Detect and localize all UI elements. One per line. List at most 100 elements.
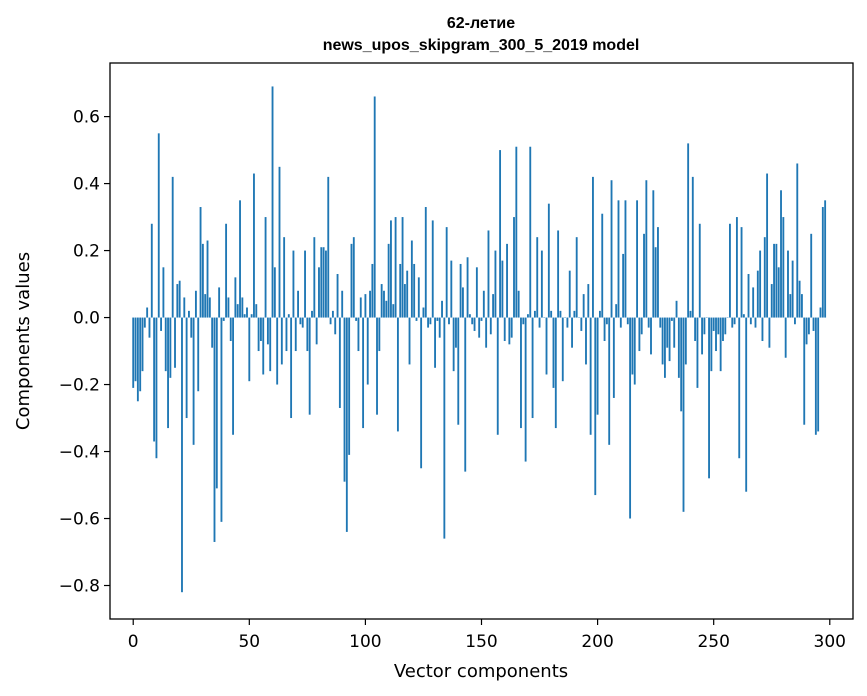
bar-48 — [243, 314, 246, 318]
y-tick-label: 0.0 — [73, 309, 100, 329]
bar-81 — [320, 247, 323, 318]
bar-210 — [619, 317, 622, 328]
bar-244 — [698, 223, 701, 318]
bar-190 — [573, 310, 576, 318]
bar-264 — [745, 317, 748, 492]
bar-274 — [768, 317, 771, 348]
bar-261 — [738, 317, 741, 459]
bar-95 — [352, 237, 355, 318]
bar-284 — [791, 260, 794, 318]
bar-175 — [538, 317, 541, 328]
bar-24 — [188, 310, 190, 318]
bar-42 — [229, 317, 232, 341]
y-tick-label: −0.8 — [59, 577, 100, 597]
bar-277 — [775, 243, 778, 318]
bar-282 — [787, 250, 789, 318]
bar-122 — [415, 317, 418, 321]
y-axis-label: Components values — [13, 252, 34, 430]
bar-91 — [343, 317, 346, 482]
bar-296 — [819, 307, 822, 318]
bar-137 — [450, 260, 453, 318]
bar-241 — [691, 176, 694, 318]
bar-202 — [601, 213, 604, 318]
bar-288 — [800, 294, 803, 318]
bar-254 — [722, 317, 724, 341]
bar-245 — [701, 317, 704, 355]
bar-108 — [383, 290, 385, 318]
bar-9 — [153, 317, 156, 442]
bar-119 — [408, 317, 411, 365]
bar-6 — [146, 307, 149, 318]
bar-155 — [492, 294, 495, 318]
bar-205 — [608, 317, 611, 445]
bar-234 — [675, 300, 678, 318]
bar-13 — [162, 267, 165, 318]
bar-139 — [455, 317, 457, 348]
x-tick-label: 250 — [697, 632, 729, 652]
bar-285 — [794, 317, 796, 325]
bar-148 — [475, 267, 478, 318]
x-tick-label: 100 — [349, 632, 381, 652]
bar-269 — [756, 270, 759, 318]
bar-49 — [246, 307, 248, 318]
bar-290 — [805, 317, 808, 345]
bar-64 — [280, 317, 283, 365]
bar-238 — [684, 317, 687, 365]
y-tick-label: −0.6 — [59, 510, 100, 530]
bar-291 — [807, 317, 810, 335]
bar-99 — [362, 317, 365, 429]
bar-2 — [136, 317, 139, 402]
bar-89 — [338, 317, 341, 408]
bar-104 — [373, 96, 376, 318]
bar-66 — [285, 317, 288, 352]
bar-35 — [213, 317, 216, 542]
bar-3 — [139, 317, 142, 392]
bar-4 — [141, 317, 144, 372]
bar-179 — [547, 203, 550, 318]
bar-98 — [359, 297, 362, 318]
bar-150 — [480, 317, 483, 321]
bar-270 — [759, 250, 762, 318]
bar-217 — [636, 200, 638, 318]
bar-126 — [424, 207, 427, 318]
bar-255 — [724, 317, 727, 335]
bar-141 — [459, 263, 462, 318]
bar-151 — [482, 290, 485, 318]
bar-113 — [394, 217, 397, 318]
bar-85 — [329, 317, 332, 325]
bar-12 — [160, 317, 163, 331]
bar-29 — [199, 207, 202, 318]
bar-171 — [529, 146, 532, 318]
bar-34 — [211, 317, 214, 348]
bar-197 — [589, 317, 592, 435]
y-tick-label: −0.2 — [59, 376, 100, 396]
bar-162 — [508, 317, 511, 345]
bar-28 — [197, 317, 200, 392]
bar-76 — [308, 317, 311, 415]
bar-211 — [622, 253, 625, 318]
bar-135 — [445, 227, 448, 318]
bar-286 — [796, 163, 799, 318]
bar-194 — [582, 294, 585, 318]
bar-243 — [696, 317, 699, 388]
bar-70 — [294, 317, 297, 352]
bar-297 — [821, 207, 824, 318]
bar-68 — [290, 317, 293, 419]
bar-46 — [239, 200, 241, 318]
bar-26 — [192, 317, 195, 445]
bar-127 — [427, 317, 430, 328]
bar-36 — [215, 317, 218, 489]
bar-227 — [659, 317, 662, 328]
bar-279 — [780, 190, 782, 318]
x-tick-label: 200 — [581, 632, 613, 652]
bar-146 — [471, 317, 474, 325]
bar-193 — [580, 317, 583, 331]
bar-1 — [134, 317, 137, 382]
bar-142 — [462, 287, 464, 318]
bar-52 — [253, 173, 255, 318]
bar-147 — [473, 317, 476, 331]
bar-112 — [392, 304, 395, 318]
bar-131 — [436, 317, 439, 321]
bar-144 — [466, 257, 469, 318]
bar-115 — [399, 263, 402, 318]
